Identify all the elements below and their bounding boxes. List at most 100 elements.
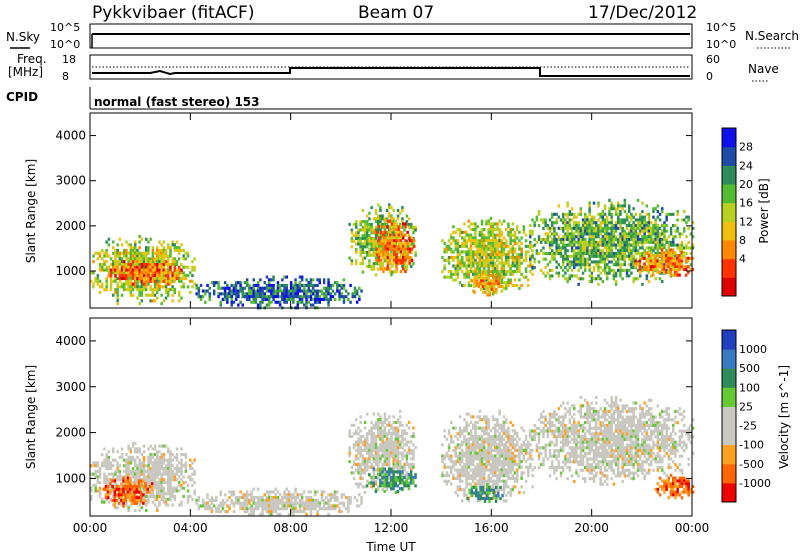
scatter-cell (219, 286, 222, 290)
scatter-cell (614, 260, 618, 264)
scatter-cell (377, 220, 380, 224)
scatter-cell (472, 250, 475, 254)
scatter-cell (383, 222, 387, 226)
scatter-cell (647, 262, 650, 266)
scatter-cell (267, 303, 271, 307)
scatter-cell (397, 230, 401, 234)
nsky-tick-top: 10^5 (50, 21, 80, 34)
scatter-cell (363, 222, 367, 226)
scatter-cell (689, 263, 693, 267)
scatter-cell (171, 263, 174, 267)
scatter-cell (628, 215, 631, 219)
scatter-cell (647, 246, 651, 250)
scatter-cell (402, 233, 405, 237)
scatter-cell (175, 489, 179, 493)
scatter-cell (318, 507, 321, 511)
scatter-cell (267, 295, 271, 299)
scatter-cell (357, 465, 360, 469)
scatter-cell (289, 493, 293, 497)
scatter-cell (129, 458, 133, 462)
scatter-cell (118, 257, 122, 261)
scatter-cell (327, 303, 330, 307)
scatter-cell (513, 264, 517, 268)
scatter-cell (232, 490, 236, 494)
scatter-cell (546, 240, 550, 244)
scatter-cell (156, 248, 159, 252)
scatter-cell (379, 228, 382, 232)
scatter-cell (487, 244, 490, 248)
scatter-cell (397, 250, 401, 254)
scatter-cell (386, 250, 390, 254)
scatter-cell (509, 256, 512, 260)
scatter-cell (136, 475, 139, 479)
scatter-cell (314, 490, 317, 494)
scatter-cell (683, 229, 686, 233)
scatter-cell (590, 224, 594, 228)
scatter-cell (404, 270, 407, 274)
scatter-cell (142, 450, 146, 454)
scatter-cell (568, 277, 572, 281)
scatter-cell (219, 504, 222, 508)
scatter-cell (651, 262, 655, 266)
scatter-cell (331, 504, 335, 508)
scatter-cell (92, 254, 95, 258)
scatter-cell (287, 504, 291, 508)
scatter-cell (164, 279, 168, 283)
scatter-cell (480, 247, 484, 251)
scatter-cell (363, 440, 367, 444)
scatter-cell (116, 243, 119, 247)
scatter-cell (276, 295, 280, 299)
scatter-cell (140, 290, 144, 294)
scatter-cell (494, 236, 497, 240)
scatter-cell (619, 252, 622, 256)
scatter-cell (392, 220, 395, 224)
scatter-cell (385, 208, 389, 212)
scatter-cell (397, 244, 401, 248)
scatter-cell (632, 254, 635, 258)
scatter-cell (107, 265, 111, 269)
scatter-cell (182, 475, 185, 479)
scatter-cell (386, 256, 390, 260)
scatter-cell (625, 232, 629, 236)
scatter-cell (511, 239, 515, 243)
scatter-cell (678, 246, 682, 250)
scatter-cell (292, 496, 295, 500)
scatter-cell (160, 260, 163, 264)
scatter-cell (112, 472, 115, 476)
scatter-cell (109, 268, 113, 272)
scatter-cell (237, 501, 240, 505)
scatter-cell (458, 230, 462, 234)
scatter-cell (372, 267, 376, 271)
scatter-cell (153, 475, 157, 479)
scatter-cell (173, 248, 177, 252)
scatter-cell (153, 271, 157, 275)
scatter-cell (116, 506, 119, 510)
scatter-cell (208, 498, 211, 502)
scatter-cell (285, 295, 288, 299)
scatter-cell (274, 510, 277, 514)
scatter-cell (509, 230, 512, 234)
scatter-cell (322, 297, 326, 301)
scatter-cell (570, 254, 574, 258)
scatter-cell (283, 289, 286, 293)
scatter-cell (623, 221, 627, 225)
scatter-cell (592, 277, 596, 281)
scatter-cell (467, 253, 471, 257)
scatter-cell (167, 489, 170, 493)
scatter-cell (577, 226, 580, 230)
scatter-cell (105, 279, 108, 283)
scatter-cell (144, 499, 147, 503)
scatter-cell (630, 254, 633, 258)
scatter-cell (573, 260, 576, 264)
scatter-cell (127, 447, 130, 451)
scatter-cell (327, 281, 330, 285)
scatter-cell (245, 510, 249, 514)
scatter-cell (101, 285, 104, 289)
scatter-cell (502, 272, 506, 276)
scatter-cell (283, 501, 286, 505)
scatter-cell (614, 212, 618, 216)
scatter-cell (497, 282, 500, 286)
scatter-cell (162, 486, 166, 490)
scatter-cell (228, 490, 231, 494)
scatter-cell (555, 246, 558, 250)
